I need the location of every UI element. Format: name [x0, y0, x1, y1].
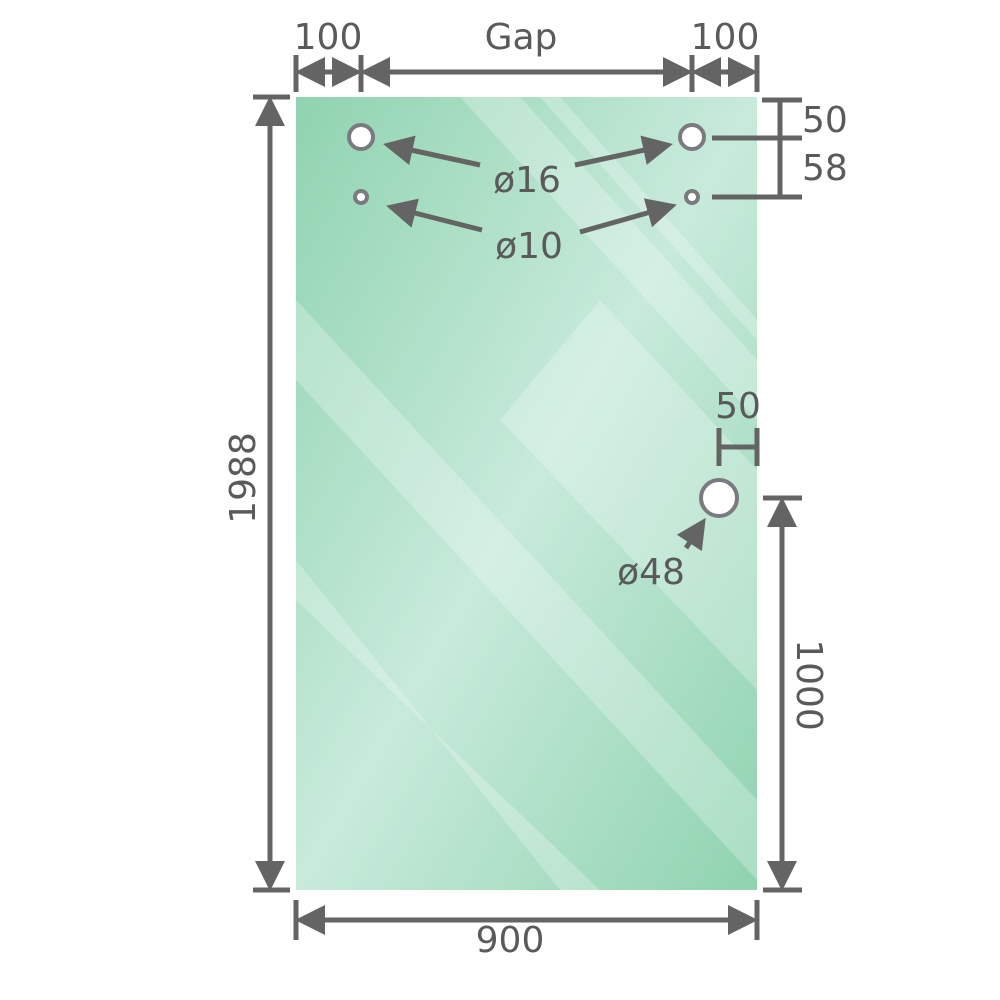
left-offset-label: 100 [294, 17, 363, 58]
handle-height-dimension: 1000 [763, 495, 829, 893]
hole-16-left [347, 123, 375, 151]
top-to-hole-label: 50 [802, 100, 848, 141]
height-label: 1988 [223, 432, 264, 524]
width-label: 900 [476, 920, 545, 961]
right-offset-label: 100 [691, 17, 760, 58]
hole-spacing-label: 58 [802, 148, 848, 189]
hole-16-label: ø16 [493, 160, 561, 201]
handle-height-label: 1000 [788, 639, 829, 731]
handle-edge-label: 50 [715, 386, 761, 427]
height-dimension: 1988 [223, 94, 290, 893]
gap-label: Gap [485, 17, 558, 58]
glass-panel [296, 97, 757, 890]
width-dimension: 900 [293, 900, 760, 961]
top-dimensions: 100 Gap 100 [293, 17, 760, 92]
hole-callouts: ø16 ø10 ø48 [383, 135, 706, 593]
hole-offset-dimensions: 50 58 [712, 97, 848, 200]
handle-hole [699, 478, 739, 518]
hole-10-right [684, 189, 700, 205]
handle-edge-dimension: 50 [715, 386, 761, 466]
hole-10-label: ø10 [495, 226, 563, 267]
hole-10-left [353, 189, 369, 205]
hole-48-label: ø48 [617, 552, 685, 593]
hole-16-right [678, 123, 706, 151]
